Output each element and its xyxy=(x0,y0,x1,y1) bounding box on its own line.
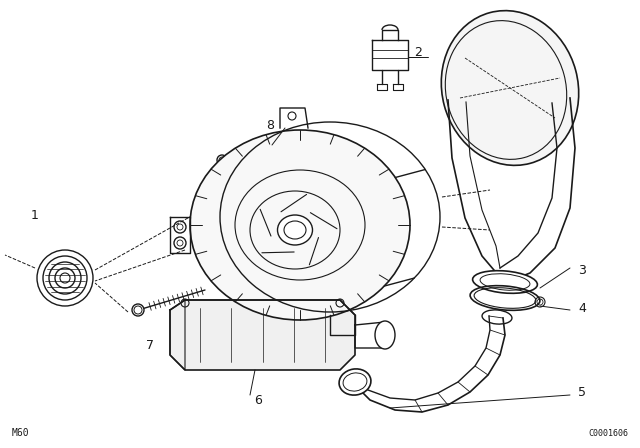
Ellipse shape xyxy=(339,369,371,395)
Text: 7: 7 xyxy=(146,339,154,352)
Text: M60: M60 xyxy=(12,428,29,438)
Ellipse shape xyxy=(442,11,579,165)
Text: 3: 3 xyxy=(578,263,586,276)
Text: 2: 2 xyxy=(414,46,422,59)
Polygon shape xyxy=(170,217,190,253)
Ellipse shape xyxy=(190,130,410,320)
Polygon shape xyxy=(170,300,355,370)
Text: C0001606: C0001606 xyxy=(588,429,628,438)
Ellipse shape xyxy=(375,321,395,349)
Ellipse shape xyxy=(472,271,538,293)
Text: 5: 5 xyxy=(578,385,586,399)
Text: 1: 1 xyxy=(31,208,39,221)
Polygon shape xyxy=(372,40,408,70)
Polygon shape xyxy=(355,322,385,348)
Text: 4: 4 xyxy=(578,302,586,314)
Text: 6: 6 xyxy=(254,393,262,406)
Text: 8: 8 xyxy=(266,119,274,132)
Ellipse shape xyxy=(278,215,312,245)
